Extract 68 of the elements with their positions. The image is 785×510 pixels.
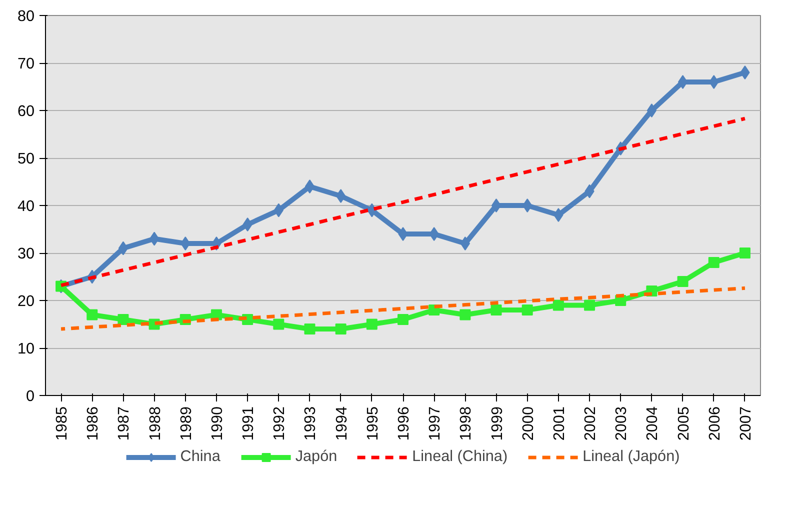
line-series — [59, 286, 747, 331]
x-tick-label: 2001 — [550, 406, 568, 441]
y-tick-label: 80 — [17, 8, 35, 25]
legend-label: Lineal (China) — [412, 448, 508, 466]
point — [739, 248, 750, 258]
point — [242, 218, 252, 232]
point — [429, 227, 439, 241]
point — [398, 314, 408, 325]
x-tick-label: 2005 — [675, 406, 692, 441]
y-tick-label: 40 — [17, 198, 35, 215]
legend-label: Lineal (Japón) — [582, 448, 680, 466]
point — [86, 309, 98, 320]
point — [522, 198, 532, 212]
point — [584, 300, 596, 311]
point — [366, 318, 378, 330]
x-tick-label: 2003 — [613, 406, 630, 441]
y-tick-label: 0 — [26, 388, 35, 405]
x-tick-label: 1994 — [333, 406, 350, 441]
point — [460, 309, 471, 320]
point — [118, 314, 129, 325]
x-tick-label: 1997 — [426, 406, 444, 441]
point — [552, 300, 564, 311]
x-tick-label: 1998 — [458, 406, 475, 441]
point — [740, 66, 750, 80]
point — [522, 304, 533, 316]
x-tick-label: 1985 — [54, 406, 71, 441]
x-tick-label: 2007 — [737, 406, 754, 441]
point — [491, 198, 502, 212]
x-tick-label: 1993 — [302, 406, 320, 441]
x-tick-label: 2002 — [582, 406, 600, 441]
point — [180, 236, 190, 250]
x-tick-label: 1986 — [84, 406, 102, 441]
point — [336, 189, 346, 203]
y-tick-label: 50 — [17, 150, 35, 168]
point — [273, 318, 284, 330]
x-tick-label: 1990 — [208, 406, 226, 441]
point — [460, 236, 470, 250]
x-tick-label: 1995 — [364, 406, 382, 441]
point — [304, 180, 315, 194]
x-tick-label: 1992 — [271, 406, 288, 441]
point — [709, 75, 719, 89]
point — [490, 304, 502, 316]
y-tick-label: 70 — [17, 56, 35, 72]
x-tick-label: 1988 — [146, 406, 164, 441]
y-tick-label: 30 — [17, 246, 35, 262]
point — [335, 324, 346, 334]
y-tick-label: 10 — [17, 340, 35, 358]
y-tick-label: 20 — [17, 293, 35, 310]
x-tick-label: 1987 — [116, 406, 133, 441]
x-tick-label: 2006 — [706, 406, 724, 441]
legend-label: China — [180, 448, 220, 466]
x-tick-label: 1991 — [240, 406, 258, 441]
point — [678, 75, 688, 89]
point — [554, 208, 564, 222]
x-tick-label: 2004 — [644, 406, 662, 441]
point — [304, 324, 316, 334]
point — [398, 227, 408, 241]
legend-label: Japón — [295, 448, 338, 466]
x-tick-label: 1996 — [396, 406, 412, 441]
point — [677, 276, 688, 287]
x-tick-label: 2000 — [520, 406, 537, 441]
y-tick-label: 60 — [17, 103, 35, 120]
x-tick-label: 1989 — [178, 406, 195, 441]
point — [149, 232, 160, 246]
point — [646, 104, 657, 118]
x-tick-label: 1999 — [488, 406, 506, 441]
point — [118, 241, 128, 256]
point — [708, 257, 720, 268]
